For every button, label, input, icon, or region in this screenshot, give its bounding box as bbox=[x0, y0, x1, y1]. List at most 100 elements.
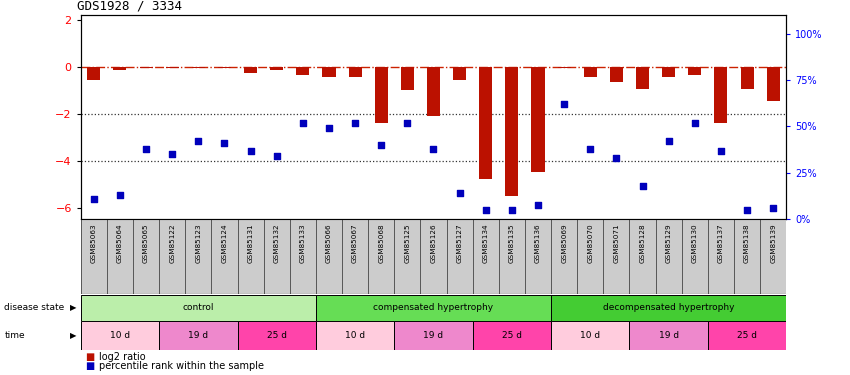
Bar bbox=[558, 67, 570, 68]
Text: GSM85135: GSM85135 bbox=[509, 223, 515, 263]
Text: 19 d: 19 d bbox=[188, 331, 208, 340]
Bar bbox=[394, 321, 473, 350]
Bar bbox=[479, 67, 492, 180]
Text: decompensated hypertrophy: decompensated hypertrophy bbox=[603, 303, 734, 312]
Text: ■: ■ bbox=[85, 352, 94, 362]
Text: percentile rank within the sample: percentile rank within the sample bbox=[99, 361, 264, 371]
Bar bbox=[159, 321, 237, 350]
Bar bbox=[636, 67, 649, 89]
Point bbox=[296, 120, 309, 126]
Text: ▶: ▶ bbox=[70, 331, 76, 340]
Text: GSM85137: GSM85137 bbox=[718, 223, 724, 263]
Point bbox=[609, 155, 623, 161]
Text: 25 d: 25 d bbox=[737, 331, 757, 340]
Text: GSM85124: GSM85124 bbox=[222, 223, 228, 263]
Text: GSM85126: GSM85126 bbox=[430, 223, 437, 263]
Text: time: time bbox=[4, 331, 25, 340]
Point bbox=[688, 120, 701, 126]
Point bbox=[348, 120, 362, 126]
Text: GSM85063: GSM85063 bbox=[91, 223, 97, 263]
Bar bbox=[531, 67, 545, 172]
Bar bbox=[688, 67, 701, 75]
Bar bbox=[708, 321, 786, 350]
Point bbox=[636, 183, 649, 189]
Bar bbox=[401, 67, 414, 90]
Text: GSM85131: GSM85131 bbox=[247, 223, 253, 263]
Bar bbox=[139, 67, 153, 68]
Point bbox=[505, 207, 518, 213]
Bar bbox=[237, 321, 316, 350]
Point bbox=[244, 148, 258, 154]
Text: GSM85136: GSM85136 bbox=[535, 223, 541, 263]
Bar bbox=[166, 67, 178, 68]
Bar bbox=[714, 67, 728, 123]
Bar bbox=[113, 67, 127, 70]
Text: GSM85122: GSM85122 bbox=[169, 223, 175, 263]
Text: 10 d: 10 d bbox=[110, 331, 130, 340]
Point bbox=[166, 152, 179, 157]
Bar bbox=[551, 295, 786, 321]
Text: 19 d: 19 d bbox=[659, 331, 679, 340]
Bar bbox=[551, 321, 630, 350]
Point bbox=[113, 192, 127, 198]
Bar bbox=[88, 67, 100, 80]
Text: GSM85066: GSM85066 bbox=[326, 223, 332, 263]
Point bbox=[583, 146, 597, 152]
Point bbox=[322, 125, 336, 131]
Bar bbox=[630, 321, 708, 350]
Point bbox=[270, 153, 284, 159]
Point bbox=[531, 201, 545, 207]
Point bbox=[479, 207, 492, 213]
Text: GSM85068: GSM85068 bbox=[378, 223, 384, 263]
Text: GDS1928 / 3334: GDS1928 / 3334 bbox=[77, 0, 182, 12]
Text: GSM85133: GSM85133 bbox=[300, 223, 306, 263]
Point bbox=[139, 146, 153, 152]
Text: GSM85123: GSM85123 bbox=[196, 223, 201, 263]
Point bbox=[453, 190, 467, 196]
Bar bbox=[244, 67, 257, 72]
Bar bbox=[316, 321, 394, 350]
Point bbox=[662, 138, 676, 144]
Text: log2 ratio: log2 ratio bbox=[99, 352, 146, 362]
Text: GSM85138: GSM85138 bbox=[744, 223, 750, 263]
Bar bbox=[192, 67, 205, 68]
Bar bbox=[81, 295, 316, 321]
Text: GSM85139: GSM85139 bbox=[770, 223, 776, 263]
Text: GSM85130: GSM85130 bbox=[692, 223, 698, 263]
Text: GSM85129: GSM85129 bbox=[666, 223, 672, 263]
Text: GSM85125: GSM85125 bbox=[405, 223, 411, 263]
Text: 19 d: 19 d bbox=[423, 331, 444, 340]
Text: ■: ■ bbox=[85, 361, 94, 371]
Bar bbox=[473, 321, 551, 350]
Bar bbox=[453, 67, 466, 80]
Text: GSM85127: GSM85127 bbox=[456, 223, 462, 263]
Text: 25 d: 25 d bbox=[502, 331, 522, 340]
Text: disease state: disease state bbox=[4, 303, 65, 312]
Bar bbox=[322, 67, 336, 77]
Point bbox=[400, 120, 414, 126]
Bar bbox=[609, 67, 623, 82]
Text: GSM85069: GSM85069 bbox=[561, 223, 567, 263]
Bar bbox=[427, 67, 440, 116]
Bar bbox=[270, 67, 283, 70]
Text: 10 d: 10 d bbox=[345, 331, 366, 340]
Bar bbox=[375, 67, 388, 123]
Bar bbox=[81, 321, 159, 350]
Point bbox=[191, 138, 205, 144]
Text: 25 d: 25 d bbox=[267, 331, 286, 340]
Point bbox=[427, 146, 440, 152]
Bar bbox=[297, 67, 309, 75]
Text: ▶: ▶ bbox=[70, 303, 76, 312]
Text: GSM85064: GSM85064 bbox=[117, 223, 123, 263]
Bar bbox=[584, 67, 597, 77]
Bar bbox=[506, 67, 518, 196]
Bar bbox=[767, 67, 779, 101]
Text: GSM85132: GSM85132 bbox=[274, 223, 280, 263]
Text: 10 d: 10 d bbox=[581, 331, 600, 340]
Text: GSM85134: GSM85134 bbox=[483, 223, 489, 263]
Point bbox=[740, 207, 754, 213]
Bar bbox=[740, 67, 754, 89]
Text: GSM85067: GSM85067 bbox=[352, 223, 358, 263]
Text: GSM85128: GSM85128 bbox=[639, 223, 645, 263]
Point bbox=[558, 101, 571, 107]
